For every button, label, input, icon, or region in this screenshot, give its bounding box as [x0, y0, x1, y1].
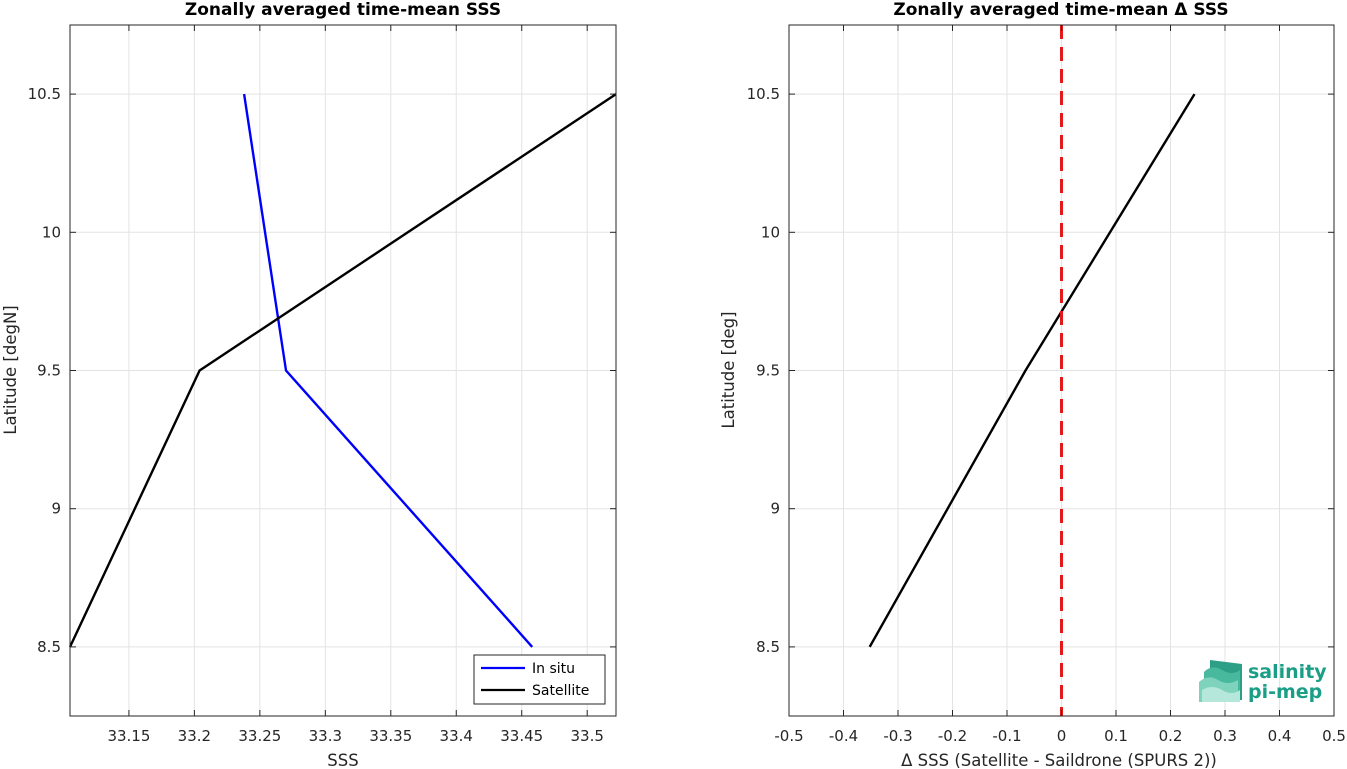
y-tick-label: 9.5 [756, 362, 780, 380]
x-tick-label: 33.3 [309, 727, 342, 745]
x-tick-label: -0.5 [774, 727, 803, 745]
series-line-0 [868, 93, 1196, 648]
y-tick-label: 10 [761, 223, 780, 241]
x-tick-label: -0.4 [829, 727, 858, 745]
left-ticks: 33.15 33.2 33.25 33.3 33.35 33.4 33.45 33.5 8.5 9… [28, 25, 616, 745]
logo-text-pi-mep: pi-mep [1248, 681, 1322, 703]
x-tick-label: 0.3 [1213, 727, 1237, 745]
left-title: Zonally averaged time-mean SSS [185, 0, 501, 20]
legend: In situ Satellite [473, 654, 606, 705]
y-tick-label: 9.5 [37, 362, 61, 380]
x-tick-label: 0.1 [1104, 727, 1128, 745]
series-line-satellite [68, 93, 617, 648]
x-tick-label: 33.25 [238, 727, 281, 745]
right-grid [788, 25, 1335, 716]
left-panel: 33.15 33.2 33.25 33.3 33.35 33.4 33.45 33.5 8.5 9… [1, 0, 617, 769]
right-xlabel: Δ SSS (Satellite - Saildrone (SPURS 2)) [901, 751, 1217, 769]
y-tick-label: 8.5 [37, 638, 61, 656]
left-series [68, 93, 617, 648]
right-series [868, 25, 1196, 716]
left-grid [70, 25, 616, 716]
logo-text-salinity: salinity [1248, 661, 1327, 683]
x-tick-label: 0.2 [1159, 727, 1183, 745]
x-tick-label: 0 [1057, 727, 1067, 745]
right-ticks: -0.5 -0.4 -0.3 -0.2 -0.1 0 0.1 0.2 0.3 0.4 0.5 8.5 9… [747, 25, 1346, 745]
x-tick-label: 33.15 [107, 727, 150, 745]
left-xlabel: SSS [327, 751, 358, 769]
legend-label-in-situ: In situ [532, 661, 575, 677]
series-line-in-situ [242, 93, 534, 648]
right-ylabel: Latitude [deg] [719, 311, 738, 428]
x-tick-label: -0.3 [883, 727, 912, 745]
left-ylabel: Latitude [degN] [1, 305, 20, 434]
y-tick-label: 10 [42, 223, 61, 241]
y-tick-label: 10.5 [747, 85, 780, 103]
wave-logo-icon [1199, 660, 1242, 702]
y-tick-label: 9 [51, 500, 61, 518]
x-tick-label: -0.2 [938, 727, 967, 745]
x-tick-label: 0.5 [1322, 727, 1346, 745]
legend-box [473, 654, 606, 705]
x-tick-label: 33.35 [369, 727, 412, 745]
y-tick-label: 10.5 [28, 85, 61, 103]
x-tick-label: 0.4 [1268, 727, 1292, 745]
x-tick-label: 33.2 [178, 727, 211, 745]
legend-label-satellite: Satellite [532, 683, 589, 699]
y-tick-label: 8.5 [756, 638, 780, 656]
x-tick-label: -0.1 [992, 727, 1021, 745]
right-title: Zonally averaged time-mean Δ SSS [893, 0, 1228, 20]
x-tick-label: 33.45 [500, 727, 543, 745]
x-tick-label: 33.5 [570, 727, 603, 745]
x-tick-label: 33.4 [440, 727, 473, 745]
right-panel: -0.5 -0.4 -0.3 -0.2 -0.1 0 0.1 0.2 0.3 0.4 0.5 8.5 9… [719, 0, 1346, 769]
salinity-pi-mep-logo: salinity pi-mep [1199, 660, 1327, 703]
y-tick-label: 9 [770, 500, 780, 518]
